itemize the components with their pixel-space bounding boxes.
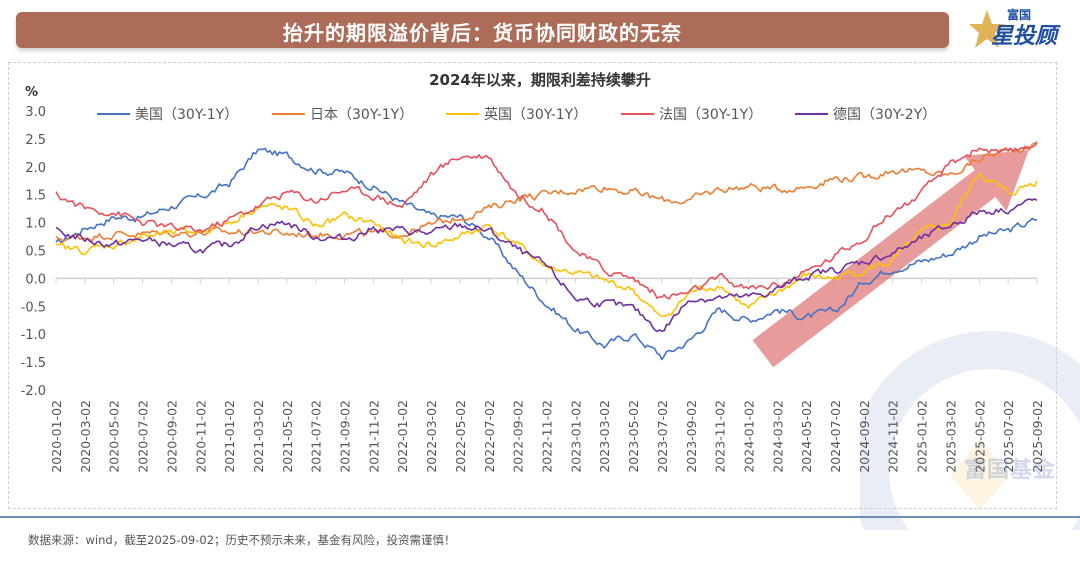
chart-title: 2024年以来，期限利差持续攀升 — [429, 71, 651, 89]
x-tick-label: 2025-01-02 — [915, 400, 930, 473]
y-tick-label: 2.0 — [25, 161, 46, 176]
x-tick-label: 2024-11-02 — [886, 400, 901, 473]
banner-title: 抬升的期限溢价背后：货币协同财政的无奈 — [283, 21, 682, 45]
x-tick-label: 2022-01-02 — [395, 400, 410, 473]
series-line-1 — [55, 147, 1037, 361]
series-line-2 — [55, 142, 1038, 243]
x-tick-label: 2024-01-02 — [741, 400, 756, 473]
y-tick-label: 1.0 — [25, 217, 46, 232]
x-tick-label: 2021-09-02 — [338, 400, 353, 473]
legend-label: 德国（30Y-2Y） — [833, 107, 936, 123]
x-tick-label: 2023-11-02 — [713, 400, 728, 473]
footer-note: 数据来源：wind，截至2025-09-02；历史不预示未来，基金有风险，投资需… — [28, 533, 456, 547]
brand-logo: 富国 星投顾 — [965, 4, 1075, 52]
x-tick-label: 2022-07-02 — [482, 400, 497, 473]
x-tick-label: 2022-05-02 — [453, 400, 468, 473]
watermark-text: 富国基金 — [964, 458, 1057, 483]
footer-divider — [0, 516, 1080, 518]
x-tick-label: 2020-09-02 — [164, 400, 179, 473]
x-tick-label: 2021-05-02 — [280, 400, 295, 473]
y-tick-label: -1.5 — [21, 356, 46, 371]
star-logo-icon — [969, 10, 1005, 48]
logo-small-text: 富国 — [1007, 8, 1032, 22]
series-line-5 — [55, 198, 1038, 333]
x-tick-label: 2023-07-02 — [655, 400, 670, 473]
x-tick-label: 2025-03-02 — [943, 400, 958, 473]
x-tick-label: 2020-07-02 — [136, 400, 151, 473]
y-tick-label: 1.5 — [25, 189, 46, 204]
watermark-logo — [860, 300, 1080, 530]
legend-label: 美国（30Y-1Y） — [135, 107, 238, 123]
x-axis: 2020-01-02 2020-03-02 2020-05-02 2020-07-02… — [49, 277, 1045, 473]
x-tick-label: 2020-03-02 — [78, 400, 93, 473]
x-tick-label: 2025-05-02 — [972, 400, 987, 473]
x-tick-label: 2025-07-02 — [1001, 400, 1016, 473]
x-tick-label: 2022-09-02 — [511, 400, 526, 473]
x-tick-label: 2020-05-02 — [107, 400, 122, 473]
x-tick-label: 2021-11-02 — [366, 400, 381, 473]
y-tick-label: -1.0 — [21, 328, 46, 343]
y-tick-label: -0.5 — [21, 300, 46, 315]
y-tick-label: 3.0 — [25, 105, 46, 120]
logo-big-text: 星投顾 — [991, 24, 1058, 49]
x-tick-label: 2022-11-02 — [540, 400, 555, 473]
chart-frame — [8, 62, 1057, 509]
y-axis-ticks: 3.0 2.5 2.0 1.5 1.0 0.5 0.0 -0.5 -1.0 -1.5 -2.0 — [21, 105, 46, 399]
y-tick-label: 0.0 — [25, 272, 46, 287]
legend-label: 英国（30Y-1Y） — [484, 106, 587, 123]
legend: 美国（30Y-1Y） 日本（30Y-1Y） 英国（30Y-1Y） 法国（30Y-1Y）… — [97, 106, 936, 123]
x-tick-label: 2023-03-02 — [597, 400, 612, 473]
x-tick-label: 2023-05-02 — [626, 400, 641, 473]
x-tick-label: 2024-09-02 — [857, 400, 872, 473]
legend-label: 法国（30Y-1Y） — [659, 107, 762, 123]
x-tick-label: 2022-03-02 — [424, 400, 439, 473]
x-tick-label: 2024-05-02 — [799, 400, 814, 473]
x-tick-label: 2021-03-02 — [251, 400, 266, 473]
x-tick-label: 2024-03-02 — [770, 400, 785, 473]
x-tick-label: 2021-07-02 — [309, 400, 324, 473]
x-tick-label: 2020-11-02 — [193, 400, 208, 473]
x-tick-label: 2023-01-02 — [568, 400, 583, 473]
legend-label: 日本（30Y-1Y） — [310, 107, 413, 123]
x-tick-label: 2023-09-02 — [684, 400, 699, 473]
y-axis-unit: % — [25, 85, 38, 100]
y-tick-label: 2.5 — [25, 133, 46, 148]
title-banner: 抬升的期限溢价背后：货币协同财政的无奈 — [16, 12, 949, 48]
series-lines — [55, 141, 1038, 361]
x-tick-label: 2025-09-02 — [1030, 400, 1045, 473]
y-tick-label: -2.0 — [21, 384, 46, 399]
series-line-4 — [55, 141, 1038, 300]
y-tick-label: 0.5 — [25, 245, 46, 260]
x-tick-label: 2020-01-02 — [49, 400, 64, 473]
x-tick-label: 2021-01-02 — [222, 400, 237, 473]
x-tick-label: 2024-07-02 — [828, 400, 843, 473]
